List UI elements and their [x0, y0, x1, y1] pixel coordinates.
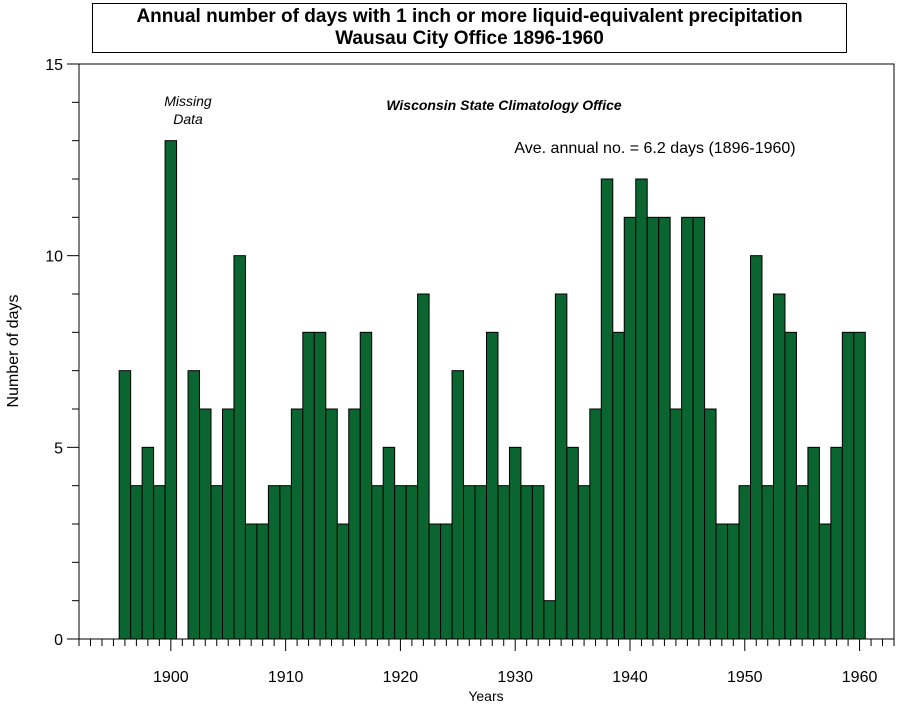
bar-1922: [417, 293, 430, 640]
bar-1935: [566, 446, 579, 640]
bar-1899: [153, 485, 166, 640]
bar-1943: [658, 216, 671, 640]
bar-1915: [336, 523, 350, 640]
bar-1930: [508, 446, 522, 640]
bar-1906: [233, 255, 246, 640]
bar-1939: [612, 331, 625, 640]
bar-1917: [359, 331, 373, 640]
bar-1929: [497, 485, 510, 640]
bar-1960: [853, 331, 866, 640]
bar-1947: [704, 408, 717, 640]
y-axis-label: Number of days: [5, 295, 22, 408]
missing-data-annotation-line2: Data: [173, 111, 203, 127]
bar-1950: [738, 485, 752, 640]
bar-1916: [348, 408, 361, 640]
x-tick-label: 1930: [497, 669, 533, 686]
y-tick-label: 5: [54, 440, 63, 457]
bar-1959: [841, 331, 855, 640]
bar-1896: [118, 370, 132, 640]
bar-1948: [715, 523, 729, 640]
x-axis-label: Years: [468, 688, 503, 704]
x-tick-label: 1910: [268, 669, 304, 686]
bar-1905: [221, 408, 235, 640]
source-annotation: Wisconsin State Climatology Office: [386, 97, 622, 113]
x-tick-label: 1920: [383, 669, 419, 686]
bar-1898: [141, 446, 155, 640]
bar-1931: [520, 485, 533, 640]
bar-1938: [600, 178, 614, 640]
bar-1933: [543, 600, 556, 640]
bar-1925: [451, 370, 465, 640]
bar-1921: [405, 485, 419, 640]
average-annotation: Ave. annual no. = 6.2 days (1896-1960): [514, 140, 795, 157]
bar-1912: [302, 331, 315, 640]
bar-1900: [164, 140, 178, 640]
y-tick-label: 10: [45, 249, 63, 266]
bar-1957: [818, 523, 832, 640]
bar-1946: [692, 216, 706, 640]
bars-group: [118, 140, 866, 640]
bar-1936: [577, 485, 591, 640]
bar-1951: [750, 255, 763, 640]
bar-1913: [313, 331, 327, 640]
x-axis: 1900 1910 1920 1930 1940 1950 1960: [78, 639, 895, 686]
bar-1940: [623, 216, 637, 640]
bar-1910: [279, 485, 292, 640]
bar-1954: [784, 331, 797, 640]
bar-1908: [256, 523, 269, 640]
bar-1932: [531, 485, 545, 640]
bar-1958: [830, 446, 843, 640]
bar-1953: [772, 293, 786, 640]
plot-frame: [78, 63, 895, 640]
chart-title: Annual number of days with 1 inch or mor…: [136, 6, 803, 27]
bar-1941: [635, 178, 648, 640]
y-tick-label: 0: [54, 632, 63, 649]
bar-1937: [589, 408, 602, 640]
bar-1956: [807, 446, 820, 640]
chart-subtitle: Wausau City Office 1896-1960: [335, 28, 604, 49]
bar-1903: [199, 408, 212, 640]
bar-1926: [463, 485, 476, 640]
missing-data-annotation-line1: Missing: [164, 93, 212, 109]
bar-1945: [681, 216, 694, 640]
x-tick-label: 1900: [153, 669, 189, 686]
bar-1952: [761, 485, 774, 640]
y-axis: 0 5 10 15: [45, 57, 79, 649]
bar-1904: [210, 485, 223, 640]
y-tick-label: 15: [45, 57, 63, 74]
x-tick-label: 1940: [612, 669, 648, 686]
bar-1920: [394, 485, 407, 640]
bar-1942: [646, 216, 660, 640]
bar-1949: [727, 523, 740, 640]
bar-1919: [382, 446, 396, 640]
bar-1924: [440, 523, 453, 640]
x-tick-label: 1950: [727, 669, 763, 686]
title-box: Annual number of days with 1 inch or mor…: [92, 3, 847, 53]
x-tick-label: 1960: [842, 669, 878, 686]
bar-1902: [187, 370, 201, 640]
bar-1955: [795, 485, 809, 640]
bar-1907: [244, 523, 258, 640]
bar-1918: [371, 485, 384, 640]
bar-1928: [486, 331, 499, 640]
bar-1897: [130, 485, 143, 640]
bar-1944: [669, 408, 683, 640]
bar-1911: [290, 408, 304, 640]
bar-1914: [325, 408, 338, 640]
bar-1909: [267, 485, 281, 640]
bar-1923: [428, 523, 442, 640]
bar-1934: [554, 293, 568, 640]
bar-1927: [474, 485, 487, 640]
